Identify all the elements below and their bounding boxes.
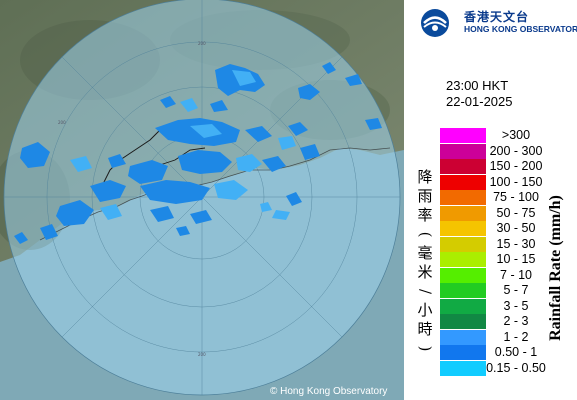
boundary-line <box>99 129 161 191</box>
copyright-text: © Hong Kong Observatory <box>270 386 387 397</box>
legend-swatch <box>440 159 486 174</box>
legend-swatch <box>440 360 486 376</box>
legend-label: 100 - 150 <box>489 174 543 189</box>
legend-label: 75 - 100 <box>493 190 539 204</box>
hko-logo-icon <box>421 9 449 37</box>
range-ring-label: 200 <box>198 352 206 357</box>
legend-title-zh: 降雨率(毫米 / 小時) <box>416 168 435 352</box>
legend-swatch <box>440 221 486 236</box>
legend-label: 7 - 10 <box>500 267 532 282</box>
legend-panel: 香港天文台 HONG KONG OBSERVATORY 23:00 HKT 22… <box>404 0 577 400</box>
legend-label: 50 - 75 <box>496 205 536 220</box>
legend-swatch <box>440 174 486 190</box>
observation-time: 23:00 HKT <box>446 78 509 93</box>
coastline <box>39 147 391 241</box>
legend-label: 0.15 - 0.50 <box>486 360 546 375</box>
legend-title-en: Rainfall Rate (mm/h) <box>547 195 564 341</box>
range-ring-label: 200 <box>198 41 206 46</box>
legend-swatch <box>440 236 486 252</box>
logo-text-en: HONG KONG OBSERVATORY <box>464 24 577 34</box>
legend-swatch <box>440 143 486 159</box>
legend-swatch <box>440 252 486 267</box>
legend-label: 2 - 3 <box>503 314 529 328</box>
legend-label: 3 - 5 <box>503 298 529 313</box>
legend-swatch <box>440 190 486 205</box>
legend-label: 150 - 200 <box>489 159 543 173</box>
legend-swatch <box>440 283 486 298</box>
radar-map: 200 200 200 <box>0 0 404 400</box>
legend-swatch <box>440 329 486 345</box>
radial-lines <box>4 0 400 395</box>
legend-swatch <box>440 128 486 143</box>
legend-label: 5 - 7 <box>503 283 529 297</box>
legend-label: 10 - 15 <box>496 252 536 266</box>
legend-swatch <box>440 314 486 329</box>
legend-swatch <box>440 345 486 360</box>
legend-label: 200 - 300 <box>489 143 543 158</box>
legend-label: 15 - 30 <box>496 236 536 251</box>
legend-label: 30 - 50 <box>496 221 536 235</box>
logo-text-zh: 香港天文台 <box>464 10 530 24</box>
legend-label: 0.50 - 1 <box>494 345 538 359</box>
legend-swatch <box>440 205 486 221</box>
legend-swatch <box>440 298 486 314</box>
hko-logo: 香港天文台 HONG KONG OBSERVATORY <box>414 8 577 38</box>
rain-echoes <box>14 62 382 244</box>
legend-label: 1 - 2 <box>503 329 529 344</box>
observation-date: 22-01-2025 <box>446 94 513 109</box>
legend-swatch <box>440 267 486 283</box>
legend-label: >300 <box>501 128 531 142</box>
range-ring-label: 200 <box>58 120 66 125</box>
